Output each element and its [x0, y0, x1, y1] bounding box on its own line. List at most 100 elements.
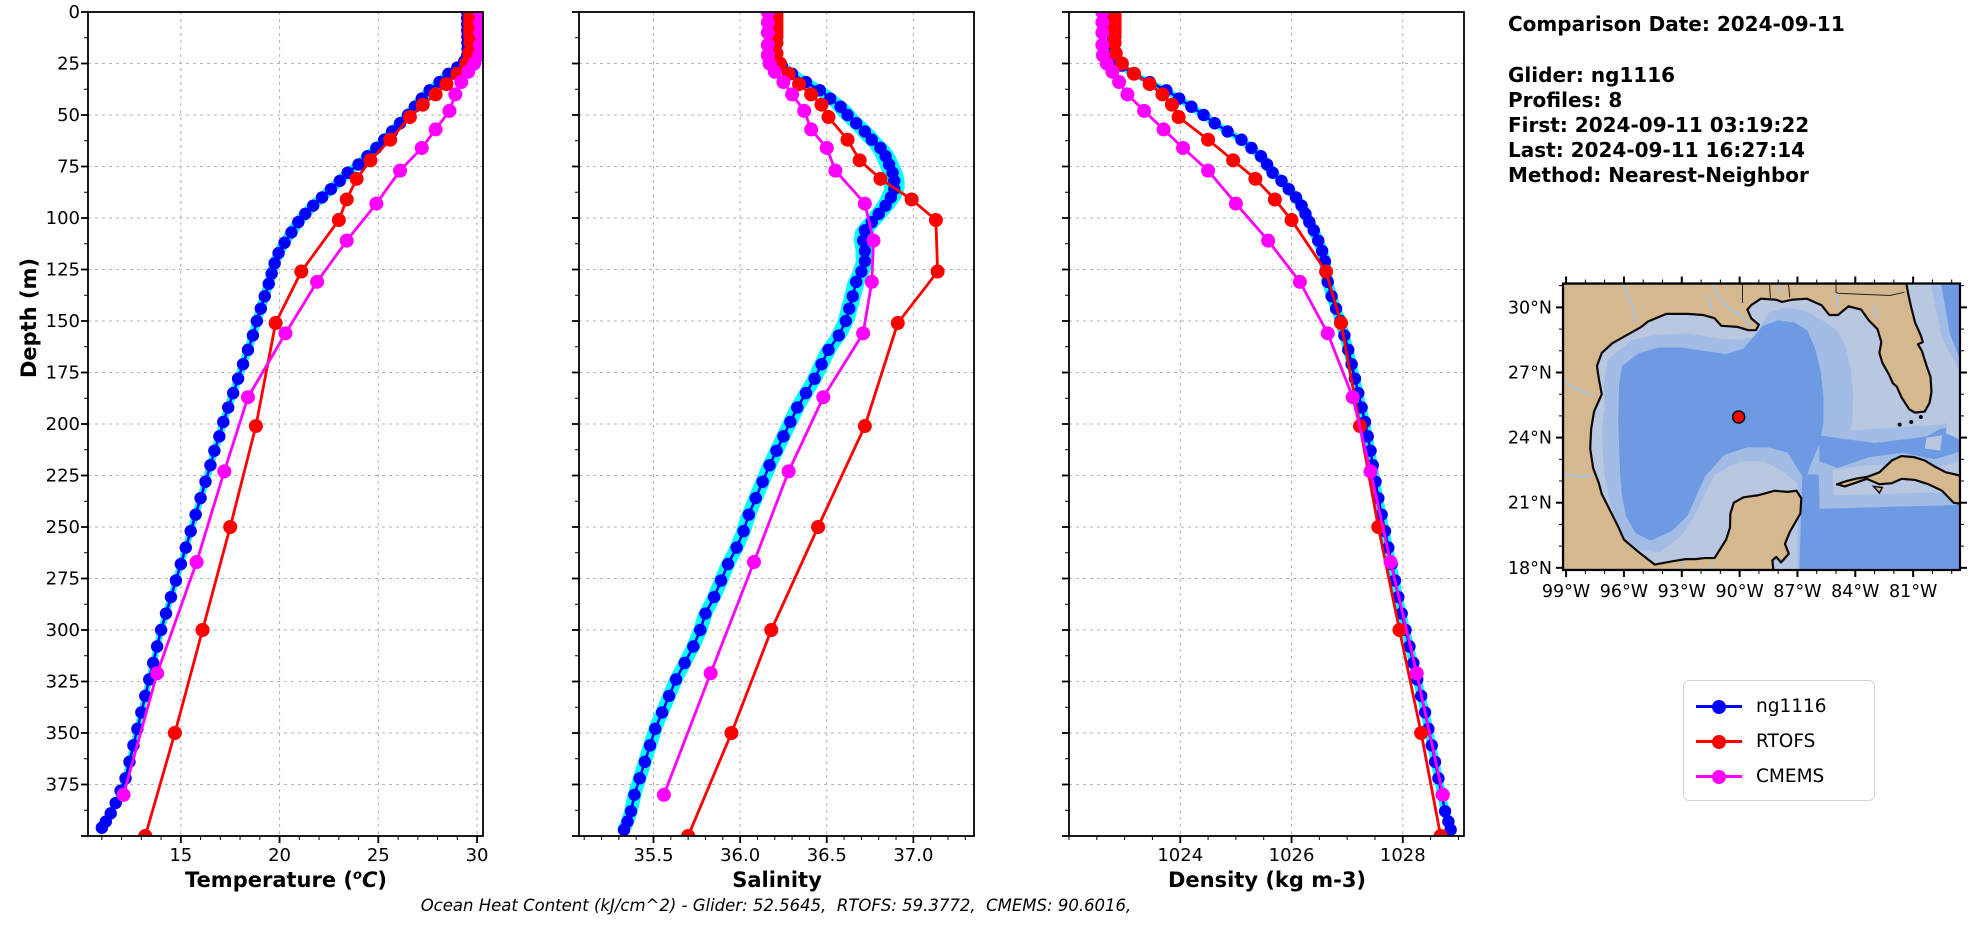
glider-envelope-band	[98, 12, 471, 828]
data-point	[694, 623, 707, 637]
data-point	[116, 787, 131, 802]
data-point	[254, 302, 268, 315]
data-point	[633, 772, 646, 785]
data-point	[1363, 464, 1378, 479]
data-point	[656, 787, 671, 802]
data-point	[428, 87, 443, 102]
data-point	[262, 277, 275, 291]
data-point	[217, 415, 230, 429]
data-point	[179, 541, 192, 554]
data-point	[1315, 244, 1329, 258]
data-point	[240, 390, 255, 405]
data-point	[1108, 46, 1123, 61]
legend-label: CMEMS	[1756, 766, 1825, 787]
comparison-date-text: Comparison Date: 2024-09-11	[1508, 12, 1845, 36]
data-point	[856, 234, 870, 247]
data-point	[714, 574, 728, 587]
data-point	[649, 722, 662, 736]
data-point	[770, 444, 783, 457]
river	[1706, 294, 1714, 312]
data-point	[821, 110, 836, 125]
data-point	[154, 623, 168, 637]
florida-keys	[1909, 419, 1914, 424]
data-point	[749, 491, 762, 505]
map-y-tick-label: 24°N	[1508, 429, 1552, 449]
data-point	[855, 265, 868, 278]
data-point	[628, 788, 641, 801]
salinity-axis-label: Salinity	[732, 868, 822, 892]
data-point	[258, 290, 271, 303]
data-point	[1267, 192, 1282, 207]
grid	[1069, 11, 1464, 836]
data-point	[1320, 326, 1335, 341]
data-point	[1156, 122, 1171, 137]
y-tick-label: 100	[46, 208, 80, 229]
data-point	[315, 191, 329, 204]
data-point	[324, 182, 338, 196]
data-point	[904, 192, 919, 207]
data-point	[461, 64, 476, 79]
data-point	[383, 132, 398, 147]
series-markers-ng1116	[95, 12, 474, 834]
x-tick-label: 1026	[1269, 845, 1315, 866]
data-point	[414, 140, 429, 155]
x-tick-label: 36.0	[720, 845, 760, 866]
series-markers-RTOFS	[1107, 12, 1448, 836]
data-point	[742, 508, 755, 521]
grid	[579, 11, 974, 836]
y-tick-label: 125	[46, 260, 80, 281]
y-tick-label: 350	[46, 723, 80, 744]
data-point	[299, 207, 312, 221]
density-panel: 1024 1026 1028	[1062, 11, 1465, 866]
data-point	[858, 255, 872, 268]
data-point	[169, 574, 183, 587]
data-point	[204, 459, 217, 472]
last-time-text: Last: 2024-09-11 16:27:14	[1508, 138, 1806, 162]
data-point	[767, 64, 782, 79]
data-point	[195, 623, 210, 637]
density-plot-area	[1095, 12, 1457, 836]
data-point	[278, 326, 293, 341]
data-point	[213, 430, 226, 443]
data-point	[1095, 15, 1110, 30]
data-point	[226, 386, 240, 400]
data-point	[1228, 196, 1243, 211]
data-point	[852, 153, 867, 168]
data-point	[792, 77, 807, 92]
data-point	[840, 132, 855, 147]
data-point	[678, 656, 691, 670]
ticks	[81, 11, 478, 843]
info-spacer	[1508, 37, 1845, 63]
x-tick-label: 35.5	[633, 845, 673, 866]
map-area	[1563, 283, 1960, 570]
data-point	[777, 430, 790, 443]
temperature-plot-area	[95, 12, 483, 836]
map-ticks	[1556, 276, 1967, 577]
data-point	[164, 590, 178, 604]
data-point	[184, 524, 197, 538]
y-tick-label: 175	[46, 363, 80, 384]
data-point	[846, 290, 859, 303]
data-point	[872, 207, 885, 221]
glider-text: Glider: ng1116	[1508, 63, 1676, 87]
y-tick-label: 250	[46, 517, 80, 538]
data-point	[231, 372, 245, 385]
data-point	[1275, 174, 1288, 188]
river	[1621, 283, 1637, 323]
florida-keys	[1897, 422, 1902, 427]
data-point	[857, 419, 872, 434]
data-point	[756, 475, 769, 488]
data-point	[724, 726, 739, 740]
series-line-CMEMS	[1100, 12, 1445, 796]
data-point	[864, 274, 879, 289]
map-x-tick-label: 87°W	[1773, 582, 1821, 602]
y-tick-label: 25	[57, 54, 80, 75]
data-point	[1319, 264, 1334, 279]
depth-axis-label: Depth (m)	[17, 257, 41, 379]
data-point	[804, 122, 819, 137]
river	[1777, 283, 1781, 295]
data-point	[760, 25, 775, 40]
data-point	[873, 171, 888, 186]
data-point	[785, 87, 800, 102]
data-point	[730, 541, 743, 554]
